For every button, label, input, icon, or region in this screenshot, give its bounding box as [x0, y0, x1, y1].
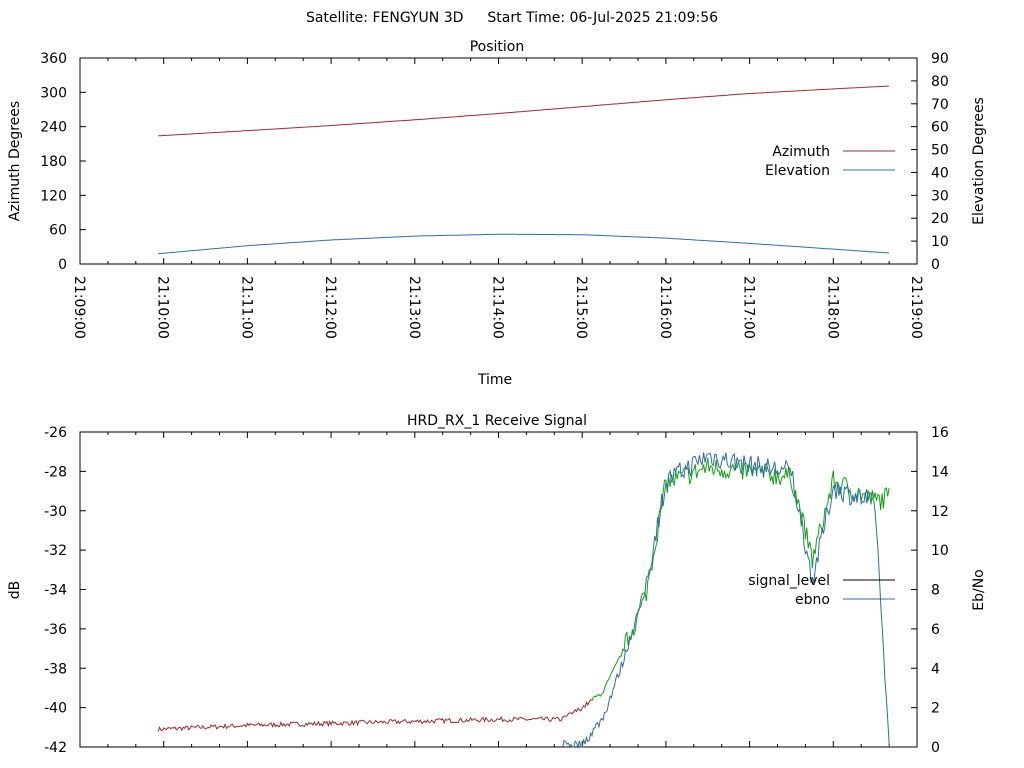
legend-azimuth-label: Azimuth [772, 144, 830, 160]
signal-series [157, 452, 890, 749]
y2-tick-label: 0 [931, 740, 940, 756]
signal-level-line-high [591, 457, 890, 700]
signal-legend: signal_level ebno [748, 573, 895, 608]
position-chart-title: Position [470, 39, 525, 55]
y-tick-label: 0 [58, 257, 67, 273]
y2-tick-label: 4 [931, 661, 940, 677]
y-tick-label: -30 [44, 504, 67, 520]
x-tick-label: 21:18:00 [824, 276, 840, 339]
y-tick-label: 60 [49, 223, 67, 239]
position-plot-frame [79, 57, 918, 265]
y2-tick-label: 10 [931, 234, 949, 250]
y2-tick-label: 10 [931, 543, 949, 559]
azimuth-line [158, 85, 890, 137]
y-tick-label: -38 [44, 661, 67, 677]
y-tick-label: -34 [44, 583, 67, 599]
position-ticks: 0 60 120 180 240 300 360 0 10 20 30 40 50 60 70 80 90 21:… [40, 51, 949, 339]
position-legend: Azimuth Elevation [765, 144, 895, 179]
y2-tick-label: 6 [931, 622, 940, 638]
y-tick-label: 360 [40, 51, 67, 67]
y2-tick-label: 90 [931, 51, 949, 67]
start-time-label: Start Time: 06-Jul-2025 21:09:56 [487, 10, 718, 26]
y-tick-label: 120 [40, 188, 67, 204]
y2-tick-label: 20 [931, 211, 949, 227]
x-tick-label: 21:14:00 [490, 276, 506, 339]
time-axis-label: Time [477, 372, 512, 388]
y-tick-label: -36 [44, 622, 67, 638]
x-tick-label: 21:13:00 [406, 276, 422, 339]
y2-tick-label: 0 [931, 257, 940, 273]
y-tick-label: -40 [44, 701, 67, 717]
elevation-line [158, 233, 890, 255]
x-tick-label: 21:10:00 [155, 276, 171, 339]
x-tick-label: 21:11:00 [238, 276, 254, 339]
y-tick-label: -26 [44, 425, 67, 441]
legend-ebno-label: ebno [795, 592, 830, 608]
signal-chart: HRD_RX_1 Receive Signal -42-40-38-36-34-… [7, 413, 987, 756]
azimuth-axis-label: Azimuth Degrees [7, 101, 23, 221]
x-tick-label: 21:19:00 [908, 276, 924, 339]
y-tick-label: -32 [44, 543, 67, 559]
x-tick-label: 21:09:00 [71, 276, 87, 339]
signal-plot-frame [79, 431, 918, 748]
x-tick-label: 21:16:00 [657, 276, 673, 339]
position-chart: Position 0 60 120 180 240 300 360 0 10 20 30 40 50 60… [7, 39, 987, 388]
signal-level-line-low [157, 699, 594, 732]
signal-ticks: -42 -40 -38 -36 -34 -32 -30 -28 -26 0 2 4 6 8 10 12 14 16 [44, 425, 949, 756]
chart-header: Satellite: FENGYUN 3D Start Time: 06-Jul-… [306, 10, 718, 26]
y2-tick-label: 80 [931, 74, 949, 90]
y-tick-label: 180 [40, 154, 67, 170]
y2-tick-label: 16 [931, 425, 949, 441]
y2-tick-label: 30 [931, 188, 949, 204]
y-tick-label: -42 [44, 740, 67, 756]
y2-tick-label: 2 [931, 701, 940, 717]
y2-tick-label: 12 [931, 504, 949, 520]
y2-tick-label: 60 [931, 120, 949, 136]
y2-tick-label: 14 [931, 464, 949, 480]
satellite-label: Satellite: FENGYUN 3D [306, 10, 463, 26]
db-axis-label: dB [7, 581, 23, 600]
y2-tick-label: 50 [931, 143, 949, 159]
ebno-line [562, 452, 890, 749]
y2-tick-label: 40 [931, 165, 949, 181]
elevation-axis-label: Elevation Degrees [971, 97, 987, 225]
y2-tick-label: 8 [931, 583, 940, 599]
x-tick-label: 21:17:00 [741, 276, 757, 339]
position-series [158, 85, 890, 255]
legend-elevation-label: Elevation [765, 163, 830, 179]
y2-tick-label: 70 [931, 97, 949, 113]
x-tick-label: 21:15:00 [573, 276, 589, 339]
ebno-axis-label: Eb/No [971, 569, 987, 611]
x-tick-label: 21:12:00 [322, 276, 338, 339]
signal-chart-title: HRD_RX_1 Receive Signal [407, 413, 587, 429]
legend-signal-level-label: signal_level [748, 573, 830, 589]
y-tick-label: -28 [44, 464, 67, 480]
y-tick-label: 240 [40, 120, 67, 136]
y-tick-label: 300 [40, 85, 67, 101]
